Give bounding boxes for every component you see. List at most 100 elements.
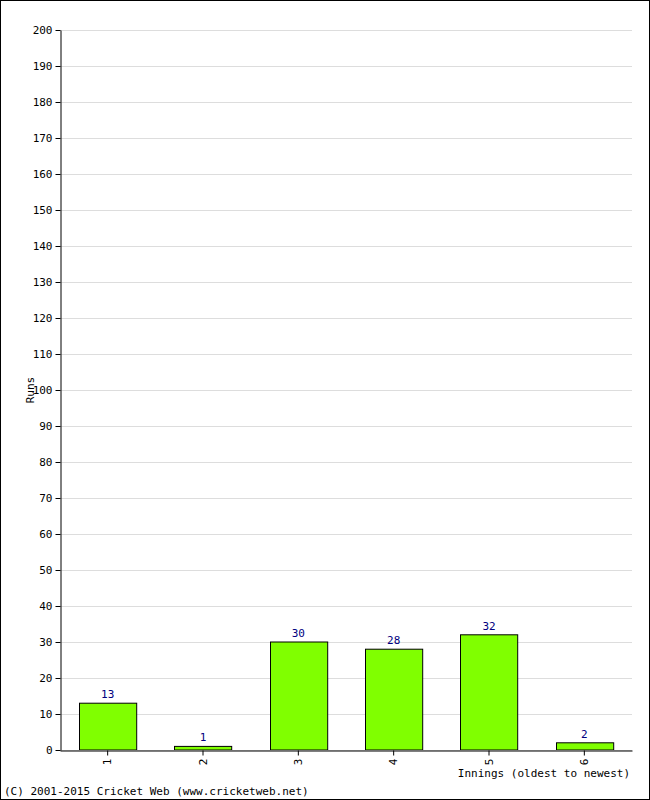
y-tick-label: 150 (33, 204, 53, 217)
grid (60, 31, 632, 751)
y-tick: 120 (33, 312, 61, 325)
bar (366, 649, 423, 750)
data-label: 32 (482, 620, 495, 633)
y-tick: 0 (46, 744, 61, 757)
x-tick: 3 (292, 751, 305, 766)
y-tick-label: 80 (39, 456, 52, 469)
bar (461, 635, 518, 750)
bar (557, 743, 614, 750)
y-tick-label: 10 (39, 708, 52, 721)
y-tick-mark (56, 246, 61, 247)
grid-line (60, 246, 632, 247)
y-tick-mark (56, 30, 61, 31)
y-tick-mark (56, 390, 61, 391)
y-tick-mark (56, 750, 61, 751)
grid-line (60, 210, 632, 211)
grid-line (60, 102, 632, 103)
x-tick: 4 (387, 751, 400, 766)
y-tick-label: 90 (39, 420, 52, 433)
y-tick-label: 120 (33, 312, 53, 325)
x-tick: 5 (483, 751, 496, 766)
grid-line (60, 426, 632, 427)
y-tick: 20 (39, 672, 60, 685)
grid-line (60, 498, 632, 499)
y-tick-label: 190 (33, 60, 53, 73)
grid-line (60, 750, 632, 751)
data-label: 30 (292, 627, 305, 640)
y-tick-label: 30 (39, 636, 52, 649)
y-tick: 190 (33, 60, 61, 73)
bar (80, 703, 137, 750)
y-tick: 30 (39, 636, 60, 649)
x-tick: 2 (197, 751, 210, 766)
y-tick-mark (56, 570, 61, 571)
y-tick-mark (56, 714, 61, 715)
x-tick-label: 1 (101, 759, 114, 766)
data-label: 1 (200, 731, 207, 744)
x-tick-label: 6 (578, 759, 591, 766)
y-tick-mark (56, 318, 61, 319)
y-axis-line (61, 31, 62, 751)
frame (1, 1, 650, 800)
y-tick: 130 (33, 276, 61, 289)
y-axis-title: Runs (24, 377, 37, 404)
y-tick-mark (56, 210, 61, 211)
y-tick-mark (56, 534, 61, 535)
y-tick-mark (56, 606, 61, 607)
y-tick-label: 40 (39, 600, 52, 613)
y-tick: 50 (39, 564, 60, 577)
y-tick-label: 160 (33, 168, 53, 181)
grid-line (60, 642, 632, 643)
y-tick-mark (56, 642, 61, 643)
y-tick: 70 (39, 492, 60, 505)
y-tick-mark (56, 462, 61, 463)
grid-line (60, 678, 632, 679)
x-tick: 6 (578, 751, 591, 766)
x-axis-line (61, 751, 633, 752)
y-tick: 40 (39, 600, 60, 613)
source-note: (C) 2001-2015 Cricket Web (www.cricketwe… (4, 785, 309, 798)
y-tick: 10 (39, 708, 60, 721)
y-tick-label: 130 (33, 276, 53, 289)
y-tick-label: 170 (33, 132, 53, 145)
y-tick-label: 0 (46, 744, 53, 757)
y-tick-label: 200 (33, 24, 53, 37)
x-tick-label: 3 (292, 759, 305, 766)
y-tick-label: 140 (33, 240, 53, 253)
y-tick: 170 (33, 132, 61, 145)
y-tick: 160 (33, 168, 61, 181)
y-tick-mark (56, 174, 61, 175)
data-label: 28 (387, 634, 400, 647)
x-axis: 1 2 3 4 5 6 (61, 751, 633, 766)
data-label: 13 (101, 688, 114, 701)
grid-line (60, 606, 632, 607)
grid-line (60, 714, 632, 715)
y-tick: 80 (39, 456, 60, 469)
y-tick: 200 (33, 24, 61, 37)
y-tick: 110 (33, 348, 61, 361)
data-label: 2 (581, 728, 588, 741)
y-tick-label: 20 (39, 672, 52, 685)
x-tick-mark (298, 751, 299, 756)
y-tick-label: 70 (39, 492, 52, 505)
y-tick-label: 180 (33, 96, 53, 109)
y-tick-label: 60 (39, 528, 52, 541)
y-tick-mark (56, 498, 61, 499)
x-tick-label: 5 (483, 759, 496, 766)
y-tick-mark (56, 102, 61, 103)
x-tick: 1 (101, 751, 114, 766)
data-labels: 13 1 30 28 32 2 (101, 620, 588, 745)
grid-line (60, 30, 632, 31)
y-tick: 180 (33, 96, 61, 109)
grid-line (60, 318, 632, 319)
grid-line (60, 570, 632, 571)
x-tick-mark (584, 751, 585, 756)
x-tick-mark (107, 751, 108, 756)
grid-line (60, 354, 632, 355)
x-tick-label: 2 (197, 759, 210, 766)
x-axis-title: Innings (oldest to newest) (458, 767, 630, 780)
y-tick-mark (56, 678, 61, 679)
y-tick-mark (56, 138, 61, 139)
y-tick-mark (56, 282, 61, 283)
x-tick-mark (393, 751, 394, 756)
